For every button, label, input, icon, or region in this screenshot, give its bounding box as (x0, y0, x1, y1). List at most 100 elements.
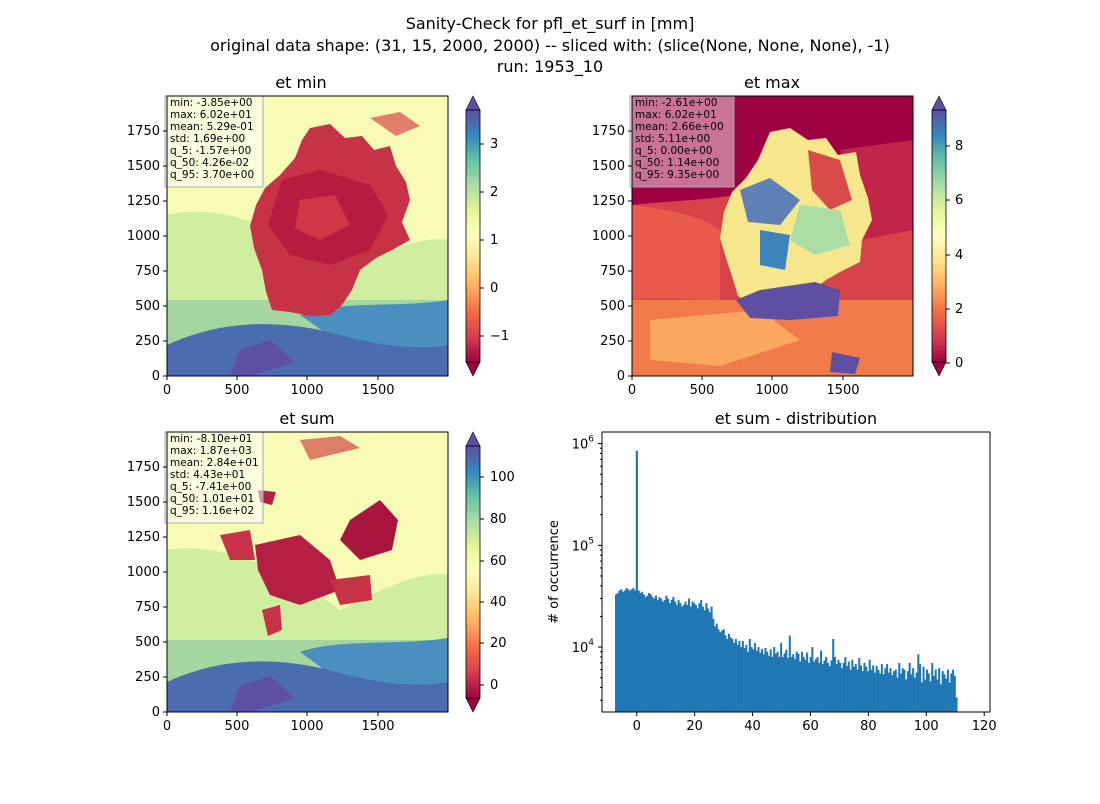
histogram-bar (663, 600, 666, 712)
histogram-bar (755, 650, 758, 712)
colorbar-tick-label: 0 (490, 678, 498, 693)
histogram-bar (620, 589, 623, 712)
histogram-bar (814, 659, 817, 712)
histogram-bar (642, 594, 645, 712)
histogram-bar (721, 630, 724, 712)
stat-line: q_5: 0.00e+00 (635, 145, 712, 157)
x-tick-label: 1500 (361, 719, 394, 734)
histogram-bar (717, 629, 720, 712)
histogram-bar (661, 601, 664, 712)
histogram-bar (872, 665, 875, 712)
histogram-bar (882, 674, 885, 712)
colorbar-tick-label: 60 (490, 554, 507, 569)
colorbar-tick-label: 8 (955, 139, 963, 154)
histogram-bar (712, 618, 715, 712)
histogram-bar (886, 664, 889, 712)
histogram-bar (658, 597, 661, 712)
stat-line: q_50: 1.01e+01 (170, 493, 254, 505)
stat-line: mean: 2.66e+00 (635, 121, 724, 133)
colorbar-tick-label: 0 (955, 356, 963, 371)
panel-title: et min (275, 73, 326, 92)
x-axis: 0 20 40 60 80 100 120 (633, 712, 997, 734)
histogram-bar (750, 647, 753, 712)
histogram-bar (719, 632, 722, 712)
histogram-bar (641, 591, 644, 712)
histogram-bar (674, 601, 677, 712)
histogram-bar (698, 603, 701, 712)
histogram-bar (623, 590, 626, 712)
histogram-bar (639, 592, 642, 712)
histogram-bars (615, 450, 958, 712)
histogram-bar (896, 677, 899, 712)
histogram-bar (747, 651, 750, 712)
heatmap-image (167, 96, 448, 376)
histogram-bar (708, 612, 711, 712)
y-tick-label: 105 (572, 536, 594, 554)
histogram-bar (924, 679, 927, 712)
y-tick-label: 1750 (592, 124, 625, 139)
histogram-bar (948, 682, 951, 712)
y-axis: 1750 1500 1250 1000 750 500 250 0 (592, 124, 632, 384)
histogram-bar (682, 604, 685, 712)
y-axis: 1750 1500 1250 1000 750 500 250 0 (127, 460, 167, 720)
histogram-bar (656, 600, 659, 712)
histogram-bar (734, 639, 737, 712)
y-tick-label: 1500 (592, 159, 625, 174)
histogram-bar (627, 589, 630, 712)
histogram-bar (899, 673, 902, 712)
colorbar: 8 6 4 2 0 (931, 95, 963, 377)
y-tick-label: 500 (135, 635, 160, 650)
histogram-bar (710, 606, 713, 712)
histogram-bar (726, 639, 729, 712)
histogram-bar (825, 656, 828, 712)
histogram-bar (804, 659, 807, 712)
stat-line: q_50: 1.14e+00 (635, 157, 719, 169)
stat-line: max: 1.87e+03 (170, 445, 252, 457)
histogram-bar (691, 601, 694, 712)
stat-line: min: -8.10e+01 (170, 433, 252, 445)
histogram-bar (621, 591, 625, 712)
colorbar-tick-label: −1 (490, 329, 509, 344)
stat-line: min: -3.85e+00 (170, 97, 252, 109)
histogram-bar (689, 606, 692, 712)
histogram-bar (863, 662, 866, 712)
histogram-bar (889, 668, 892, 712)
histogram-bar (859, 665, 863, 712)
histogram-bar (654, 595, 658, 712)
stat-line: std: 5.11e+00 (635, 133, 710, 145)
x-tick-label: 0 (163, 719, 171, 734)
histogram-bar (688, 598, 691, 712)
histogram-bar (625, 588, 628, 712)
chart-title: et sum - distribution (715, 409, 877, 428)
stat-line: q_5: -7.41e+00 (170, 481, 251, 493)
histogram-bar (943, 674, 946, 712)
histogram-bar (705, 603, 708, 712)
histogram-bar (955, 697, 958, 712)
histogram-bar (783, 653, 786, 712)
stat-line: max: 6.02e+01 (170, 109, 252, 121)
histogram-bar (917, 654, 920, 712)
histogram-bar (743, 647, 746, 712)
histogram-bar (806, 652, 809, 712)
histogram-bar (701, 606, 704, 712)
histogram-bar (839, 662, 842, 712)
y-tick-label: 1750 (127, 124, 160, 139)
y-tick-label: 1500 (127, 159, 160, 174)
histogram-bar (929, 681, 932, 712)
stat-line: mean: 5.29e-01 (170, 121, 254, 133)
histogram-bar (866, 671, 869, 712)
histogram-bar (736, 644, 739, 712)
histogram-bar (926, 669, 929, 712)
histogram-bar (646, 595, 649, 712)
histogram-bar (884, 668, 887, 712)
histogram-bar (781, 656, 784, 712)
histogram-bar (649, 594, 652, 712)
histogram-bar (790, 656, 793, 712)
histogram-bar (651, 597, 654, 712)
panel-title: et sum (279, 409, 334, 428)
histogram-bar (665, 595, 668, 712)
histogram-bar (632, 588, 635, 712)
y-tick-label: 1250 (127, 530, 160, 545)
figure-title-line-1: Sanity-Check for pfl_et_surf in [mm] (406, 14, 695, 34)
x-tick-label: 100 (914, 719, 939, 734)
